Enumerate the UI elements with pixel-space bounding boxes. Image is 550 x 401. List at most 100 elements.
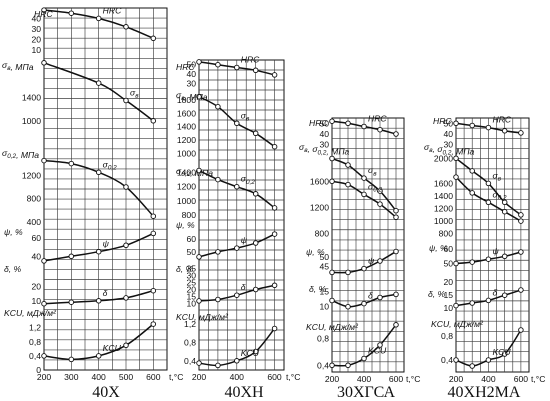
y-axis-label: ψ, %: [4, 227, 23, 237]
data-point: [501, 208, 508, 215]
data-point: [518, 327, 524, 333]
y-tick-label: 50: [319, 252, 329, 262]
data-point: [393, 214, 399, 220]
y-tick-label: 10: [443, 303, 453, 313]
y-axis-label: σв, МПа: [176, 90, 208, 102]
data-point: [271, 72, 278, 78]
data-point: [123, 97, 129, 104]
data-point: [196, 360, 202, 366]
data-point: [271, 325, 278, 332]
y-axis-label: KCU, мДж/м²: [431, 319, 484, 329]
data-point: [215, 362, 221, 369]
data-point: [252, 67, 259, 74]
x-tick-label: 200: [192, 372, 207, 382]
y-axis-label: ψ, %: [176, 220, 195, 230]
data-point: [361, 191, 367, 198]
data-point: [485, 124, 492, 131]
y-axis-label: δ, %: [309, 284, 327, 294]
y-tick-label: 20: [186, 285, 196, 295]
data-point: [469, 168, 475, 174]
series-label: σ0,2: [368, 181, 383, 193]
data-point: [196, 59, 202, 65]
steel-grade-title: 40Х: [92, 384, 120, 401]
y-axis-label: KCU, мДж/м²: [306, 322, 359, 332]
data-point: [271, 143, 278, 150]
data-point: [485, 199, 492, 206]
data-point: [469, 300, 475, 306]
series-label: σв: [492, 170, 501, 182]
plot-frame: [455, 117, 530, 373]
x-axis-label: t,°C: [286, 372, 300, 382]
series-label: ψ: [368, 256, 375, 266]
y-tick-label: 1800: [177, 95, 196, 105]
x-axis-label: t,°C: [169, 372, 183, 382]
data-point: [361, 265, 367, 272]
series-label: ψ: [492, 246, 499, 256]
y-tick-label: 25: [186, 277, 196, 287]
data-point: [123, 295, 129, 301]
data-point: [95, 353, 102, 359]
series-label: δ: [241, 282, 246, 292]
data-point: [196, 93, 202, 100]
y-axis-label: σв, σ0,2, МПа: [299, 142, 350, 156]
data-point: [345, 362, 351, 369]
y-tick-label: 1200: [177, 182, 196, 192]
plot-frame: [198, 59, 285, 371]
data-point: [501, 292, 508, 298]
data-point: [329, 297, 335, 304]
series-label: δ: [492, 287, 497, 297]
y-tick-label: 10: [319, 302, 329, 312]
y-axis-label: ψ, %: [429, 243, 448, 253]
data-point: [252, 348, 259, 355]
data-point: [393, 248, 399, 255]
y-tick-label: 1000: [177, 196, 196, 206]
y-axis-label: HRC: [433, 116, 452, 126]
y-tick-label: 1600: [434, 178, 453, 188]
chart-panel-3: 200 400 600 t,°C30405080012001600455010150,…: [310, 117, 420, 401]
y-tick-label: 800: [315, 228, 330, 238]
x-axis-label: t,°C: [531, 374, 545, 384]
y-tick-label: 40: [186, 69, 196, 79]
data-point: [123, 24, 129, 30]
y-tick-label: 400: [27, 217, 42, 227]
x-tick-label: 600: [389, 374, 404, 384]
y-tick-label: 800: [182, 210, 197, 220]
data-point: [453, 120, 459, 127]
data-point: [393, 322, 399, 328]
y-tick-label: 0: [36, 365, 41, 375]
data-point: [68, 10, 75, 16]
y-tick-label: 50: [443, 259, 453, 269]
data-point: [453, 155, 459, 162]
y-tick-label: 40: [443, 129, 453, 139]
data-point: [234, 64, 240, 71]
data-point: [196, 254, 202, 260]
data-point: [377, 126, 383, 133]
data-point: [234, 120, 240, 127]
steel-grade-title: 40ХН2МА: [448, 384, 521, 401]
x-tick-label: 200: [37, 372, 52, 382]
y-tick-label: 15: [319, 286, 329, 296]
series-label: KCU: [492, 347, 511, 357]
data-point: [485, 256, 492, 262]
series-label: HRC: [368, 114, 387, 124]
y-tick-label: 0,8: [29, 337, 41, 347]
data-point: [234, 292, 240, 298]
y-tick-label: 1200: [434, 204, 453, 214]
x-tick-label: 300: [64, 372, 79, 382]
y-tick-label: 45: [319, 262, 329, 272]
data-point: [329, 155, 335, 162]
data-point: [123, 184, 129, 190]
y-tick-label: 20: [31, 281, 41, 291]
x-axis-label: t,°C: [406, 374, 420, 384]
data-point: [377, 258, 383, 264]
data-point: [518, 218, 524, 224]
y-tick-label: 40: [319, 129, 329, 139]
data-point: [393, 207, 399, 214]
data-point: [469, 259, 475, 265]
data-point: [68, 356, 75, 363]
y-tick-label: 0,4: [317, 360, 329, 370]
series-label: KCU: [241, 348, 260, 358]
data-point: [361, 123, 367, 130]
data-point: [345, 162, 351, 168]
data-point: [234, 358, 240, 364]
